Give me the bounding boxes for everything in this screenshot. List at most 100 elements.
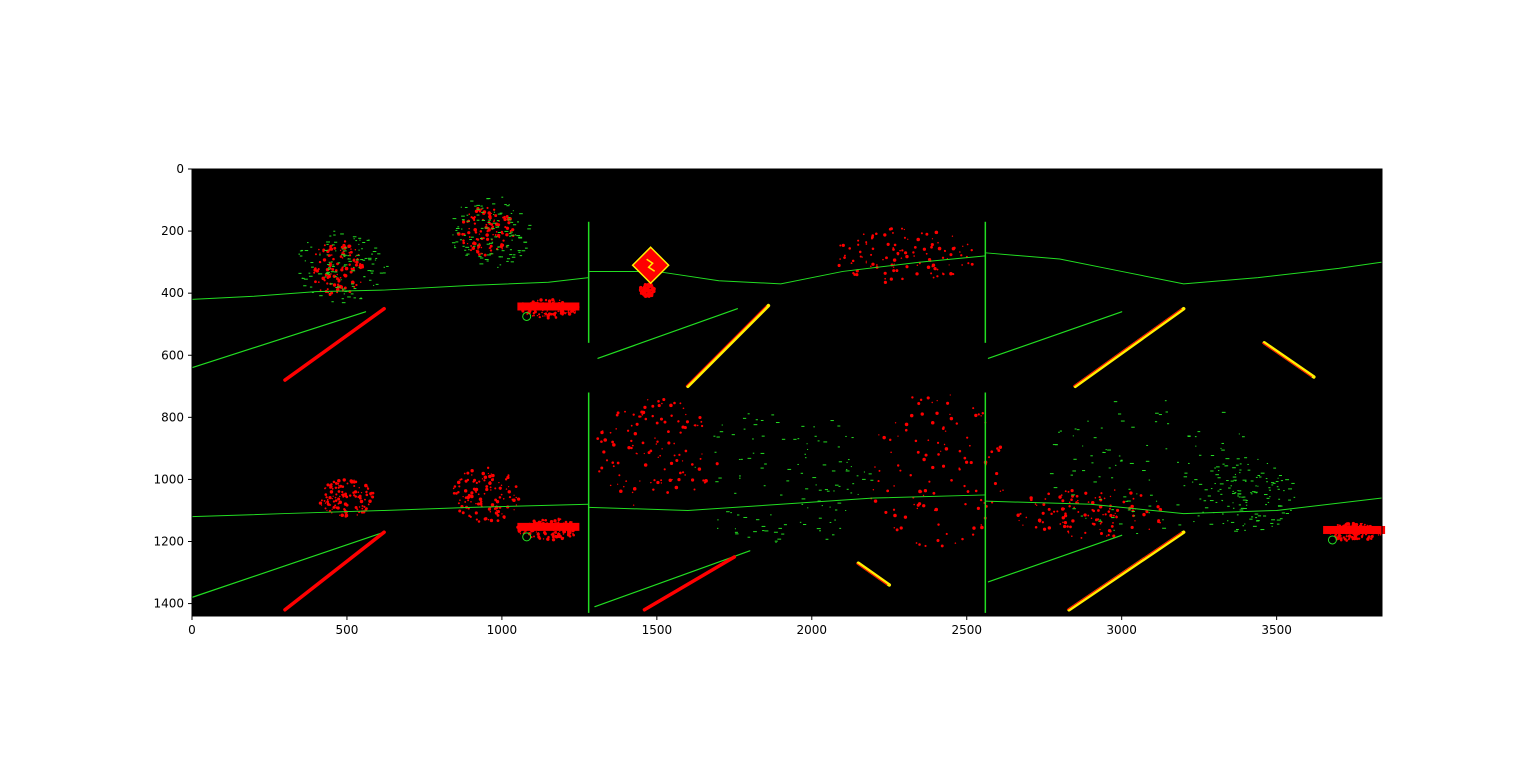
speckle-point (512, 224, 517, 226)
speckle-point (1245, 501, 1248, 503)
speckle-point (1242, 479, 1247, 481)
speckle-point (905, 254, 909, 259)
speckle-point (1271, 519, 1276, 521)
lane-line (283, 530, 386, 612)
speckle-point (490, 473, 493, 475)
speckle-point (325, 272, 329, 274)
speckle-point (1071, 535, 1073, 537)
lane-line-edge (1072, 308, 1182, 387)
speckle-point (1058, 495, 1062, 499)
speckle-point (924, 453, 928, 457)
speckle-point (486, 260, 489, 262)
speckle-point (936, 441, 940, 444)
speckle-point (361, 504, 364, 507)
speckle-point (856, 475, 859, 477)
speckle-point (1235, 480, 1237, 482)
lane-line (594, 550, 751, 608)
speckle-point (504, 230, 509, 232)
speckle-point (298, 253, 301, 255)
speckle-point (314, 253, 317, 256)
speckle-point (697, 467, 702, 471)
speckle-point (481, 478, 484, 480)
speckle-point (1260, 472, 1265, 474)
speckle-point (517, 250, 521, 252)
speckle-point (846, 488, 849, 490)
speckle-point (478, 233, 481, 235)
speckle-point (837, 446, 840, 448)
speckle-point (497, 226, 499, 228)
speckle-point (834, 484, 839, 486)
speckle-point (778, 527, 782, 529)
speckle-point (359, 499, 364, 504)
speckle-point (1379, 533, 1382, 536)
speckle-point (801, 498, 806, 500)
speckle-point (611, 461, 615, 464)
speckle-point (833, 490, 835, 492)
speckle-point (495, 231, 498, 233)
speckle-point (1132, 514, 1135, 518)
speckle-point (1242, 525, 1245, 527)
speckle-point (1098, 476, 1101, 478)
axes-frame (191, 168, 1383, 617)
speckle-point (1047, 526, 1052, 530)
speckle-point (311, 292, 314, 294)
speckle-point (321, 278, 324, 280)
speckle-point (596, 437, 600, 440)
speckle-point (324, 507, 327, 510)
speckle-point (480, 205, 483, 207)
speckle-point (970, 248, 973, 252)
speckle-point (317, 273, 320, 275)
speckle-point (837, 425, 841, 427)
speckle-point (367, 270, 372, 272)
speckle-point (358, 267, 360, 269)
speckle-point (1098, 504, 1103, 509)
speckle-point (514, 485, 518, 488)
speckle-point (476, 214, 480, 216)
speckle-point (329, 292, 331, 294)
speckle-point (701, 453, 703, 455)
speckle-point (1067, 490, 1070, 493)
speckle-point (673, 442, 676, 445)
speckle-point (945, 532, 948, 536)
speckle-point (1338, 524, 1340, 526)
speckle-point (492, 233, 494, 236)
speckle-point (499, 244, 504, 249)
speckle-point (339, 255, 343, 258)
speckle-point (1091, 522, 1095, 525)
speckle-point (904, 428, 908, 432)
speckle-point (453, 247, 457, 249)
speckle-point (1131, 510, 1135, 512)
speckle-point (829, 506, 831, 508)
speckle-point (1259, 476, 1262, 478)
speckle-point (760, 419, 764, 421)
speckle-point (463, 472, 466, 475)
speckle-point (329, 490, 334, 494)
speckle-point (1252, 491, 1256, 493)
speckle-point (461, 511, 465, 515)
speckle-point (1219, 488, 1222, 490)
speckle-point (1204, 489, 1208, 491)
speckle-point (486, 198, 491, 200)
speckle-point (926, 265, 931, 270)
speckle-point (506, 246, 509, 248)
speckle-point (922, 457, 926, 462)
speckle-point (455, 241, 459, 243)
speckle-point (753, 531, 757, 533)
speckle-point (1044, 498, 1047, 500)
speckle-point (960, 254, 963, 257)
speckle-point (354, 263, 358, 267)
speckle-point (1165, 448, 1168, 450)
speckle-point (501, 247, 504, 250)
speckle-point (1367, 536, 1370, 540)
speckle-point (476, 502, 480, 506)
speckle-point (371, 263, 375, 265)
speckle-point (1061, 499, 1065, 503)
speckle-point (807, 448, 809, 450)
speckle-point (512, 210, 514, 212)
speckle-point (1109, 513, 1113, 518)
speckle-point (503, 217, 507, 222)
speckle-point (931, 401, 933, 404)
speckle-point (321, 276, 325, 281)
speckle-point (1249, 518, 1253, 520)
speckle-point (328, 261, 330, 263)
